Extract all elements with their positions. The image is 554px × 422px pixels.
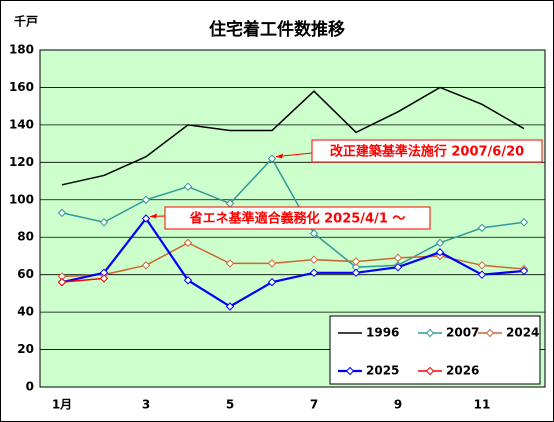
marker (393, 262, 403, 272)
y-tick-label: 0 (26, 380, 34, 394)
annotation-text: 省エネ基準適合義務化 2025/4/1 ～ (189, 211, 406, 227)
legend-marker (485, 328, 495, 338)
marker (267, 154, 277, 163)
marker (351, 257, 361, 266)
marker (183, 276, 193, 285)
series-line (61, 216, 525, 308)
x-tick-label: 3 (142, 398, 150, 412)
marker (435, 238, 445, 248)
marker (183, 182, 193, 191)
x-tick-label: 5 (226, 398, 234, 412)
x-tick-label: 9 (394, 398, 402, 412)
marker (57, 208, 67, 218)
marker (99, 274, 109, 283)
series-line (61, 277, 105, 283)
marker (309, 255, 319, 264)
marker (141, 261, 151, 270)
series-line (61, 157, 525, 268)
legend-label: 2007 (446, 326, 479, 340)
marker (309, 268, 319, 278)
marker (267, 277, 277, 287)
marker (99, 218, 109, 227)
legend-marker (345, 366, 355, 376)
marker (183, 238, 193, 248)
legend-label: 2025 (366, 364, 399, 378)
y-tick-label: 100 (9, 192, 34, 206)
marker (57, 277, 67, 287)
y-tick-label: 20 (17, 342, 34, 356)
marker (477, 223, 487, 233)
x-tick-label: 1月 (52, 398, 72, 412)
y-tick-label: 180 (9, 43, 34, 57)
y-tick-label: 140 (9, 117, 34, 131)
marker (309, 229, 319, 238)
marker (225, 302, 235, 311)
marker (225, 259, 235, 268)
legend-marker (425, 366, 435, 376)
arrow-head (150, 213, 157, 219)
marker (351, 268, 361, 278)
legend-label: 2024 (506, 326, 539, 340)
x-tick-label: 7 (310, 398, 318, 412)
marker (393, 253, 403, 263)
legend-marker (425, 328, 435, 338)
marker (267, 259, 277, 268)
series-line (61, 86, 525, 186)
legend-label: 1996 (366, 326, 399, 340)
annotation-text: 改正建築基準法施行 2007/6/20 (330, 144, 524, 160)
marker (141, 195, 151, 204)
marker (519, 218, 529, 227)
series-line (61, 241, 525, 278)
chart-title: 住宅着工件数推移 (209, 19, 345, 40)
marker (477, 261, 487, 270)
y-tick-label: 60 (17, 267, 34, 281)
marker (519, 266, 529, 276)
marker (435, 247, 445, 257)
y-tick-label: 160 (9, 80, 34, 94)
marker (141, 214, 151, 223)
arrow-head (276, 153, 283, 159)
legend-label: 2026 (446, 364, 479, 378)
x-tick-label: 11 (474, 398, 491, 412)
annotation-box (311, 139, 543, 163)
marker (477, 270, 487, 279)
y-tick-label: 80 (17, 230, 34, 244)
legend-box (329, 315, 541, 385)
annotation-box (164, 206, 431, 230)
y-tick-label: 120 (9, 155, 34, 169)
y-tick-label: 40 (17, 305, 34, 319)
y-unit: 千戸 (14, 14, 38, 29)
